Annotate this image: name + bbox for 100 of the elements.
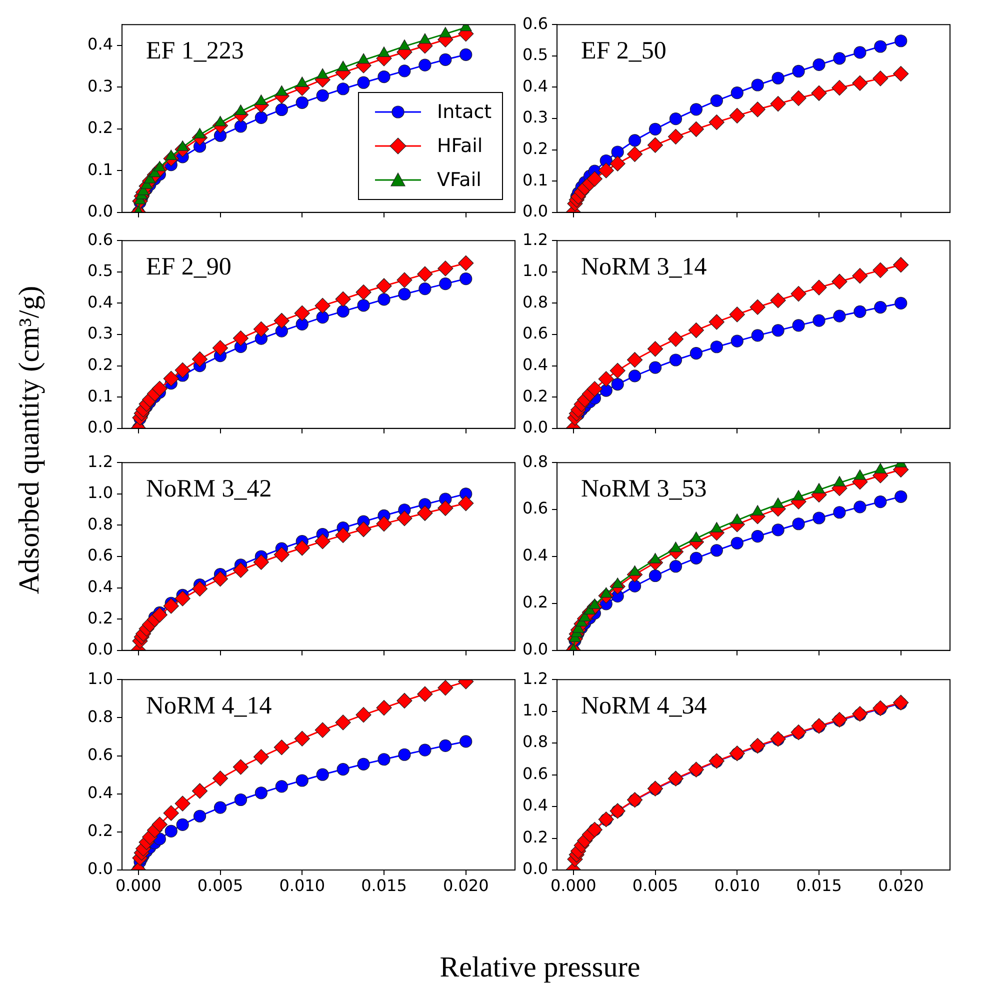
point <box>335 527 351 544</box>
point <box>874 300 887 314</box>
y-tick-label: 1.0 <box>522 700 548 720</box>
y-tick-label: 0.2 <box>522 386 548 406</box>
point <box>751 530 764 543</box>
point <box>690 552 702 564</box>
point <box>398 64 411 78</box>
point <box>232 330 249 346</box>
point <box>378 753 390 766</box>
point <box>854 305 866 318</box>
y-tick-label: 0.8 <box>88 706 113 726</box>
point <box>212 770 228 786</box>
y-tick-label: 1.2 <box>88 452 113 471</box>
point <box>647 341 664 357</box>
y-tick-label: 0.1 <box>522 170 548 190</box>
point <box>378 70 390 84</box>
legend-label: HFail <box>437 135 483 158</box>
point <box>296 96 308 109</box>
point <box>274 312 290 329</box>
point <box>854 46 866 59</box>
point <box>316 310 329 324</box>
point <box>874 496 887 508</box>
text: NoRM 4_34 <box>581 692 708 720</box>
y-tick-label: 0.2 <box>88 354 113 374</box>
point <box>336 305 350 318</box>
y-tick-label: 0.6 <box>88 230 113 249</box>
point <box>690 346 702 360</box>
point <box>668 331 684 347</box>
point <box>812 512 826 524</box>
point <box>626 352 643 368</box>
point <box>730 536 744 550</box>
point <box>852 75 868 91</box>
y-tick-label: 0.4 <box>88 782 113 802</box>
point <box>648 122 662 136</box>
point <box>792 64 805 78</box>
point <box>335 291 351 307</box>
point <box>192 783 208 799</box>
y-tick-label: 0.2 <box>88 608 113 628</box>
point <box>212 571 228 587</box>
y-tick-label: 0.6 <box>522 498 548 518</box>
point <box>874 40 887 53</box>
point <box>176 818 189 831</box>
point <box>628 370 642 382</box>
y-axis-title: Adsorbed quantity (cm³/g) <box>14 286 46 594</box>
point <box>729 306 745 322</box>
y-tick-label: 0.1 <box>88 386 113 406</box>
y-tick-label: 0.8 <box>522 292 548 312</box>
y-tick-label: 0.2 <box>522 138 548 158</box>
point <box>192 351 208 368</box>
point <box>832 712 848 728</box>
y-tick-label: 0.8 <box>88 514 113 534</box>
point <box>276 85 288 96</box>
point <box>398 40 410 50</box>
point <box>275 103 288 116</box>
point <box>336 762 350 776</box>
y-tick-label: 0.6 <box>522 764 548 783</box>
point <box>669 354 682 366</box>
point <box>152 380 168 396</box>
text: EF 1_223 <box>146 38 244 65</box>
point <box>669 560 682 573</box>
text: NoRM 4_14 <box>146 692 272 720</box>
point <box>833 52 846 65</box>
point <box>163 805 179 821</box>
y-tick-label: 0.1 <box>88 160 113 179</box>
y-tick-label: 0.3 <box>522 108 548 127</box>
point <box>751 78 764 92</box>
point <box>790 90 806 106</box>
point <box>626 146 643 162</box>
x-tick-label: 0.020 <box>878 876 924 895</box>
point <box>232 759 249 775</box>
point <box>253 749 269 765</box>
point <box>419 33 431 44</box>
point <box>214 801 227 814</box>
point <box>458 255 474 271</box>
point <box>893 694 909 710</box>
point <box>628 580 642 592</box>
point <box>669 112 682 126</box>
y-tick-label: 1.0 <box>522 261 548 280</box>
point <box>708 114 724 130</box>
point <box>275 780 288 793</box>
point <box>790 286 806 302</box>
y-tick-label: 0.3 <box>88 76 113 96</box>
point <box>314 722 330 738</box>
point <box>832 274 848 290</box>
text: NoRM 3_14 <box>581 254 708 281</box>
point <box>611 378 624 391</box>
point <box>356 284 372 300</box>
point <box>417 505 433 521</box>
point <box>163 598 179 614</box>
point <box>872 70 888 86</box>
y-tick-label: 0.0 <box>522 640 548 659</box>
x-tick-label: 0.005 <box>632 876 678 895</box>
point <box>598 162 614 178</box>
point <box>174 590 190 606</box>
point <box>690 103 702 116</box>
point <box>792 518 805 530</box>
point <box>335 714 351 730</box>
point <box>668 128 684 144</box>
point <box>439 277 452 290</box>
point <box>438 680 454 696</box>
